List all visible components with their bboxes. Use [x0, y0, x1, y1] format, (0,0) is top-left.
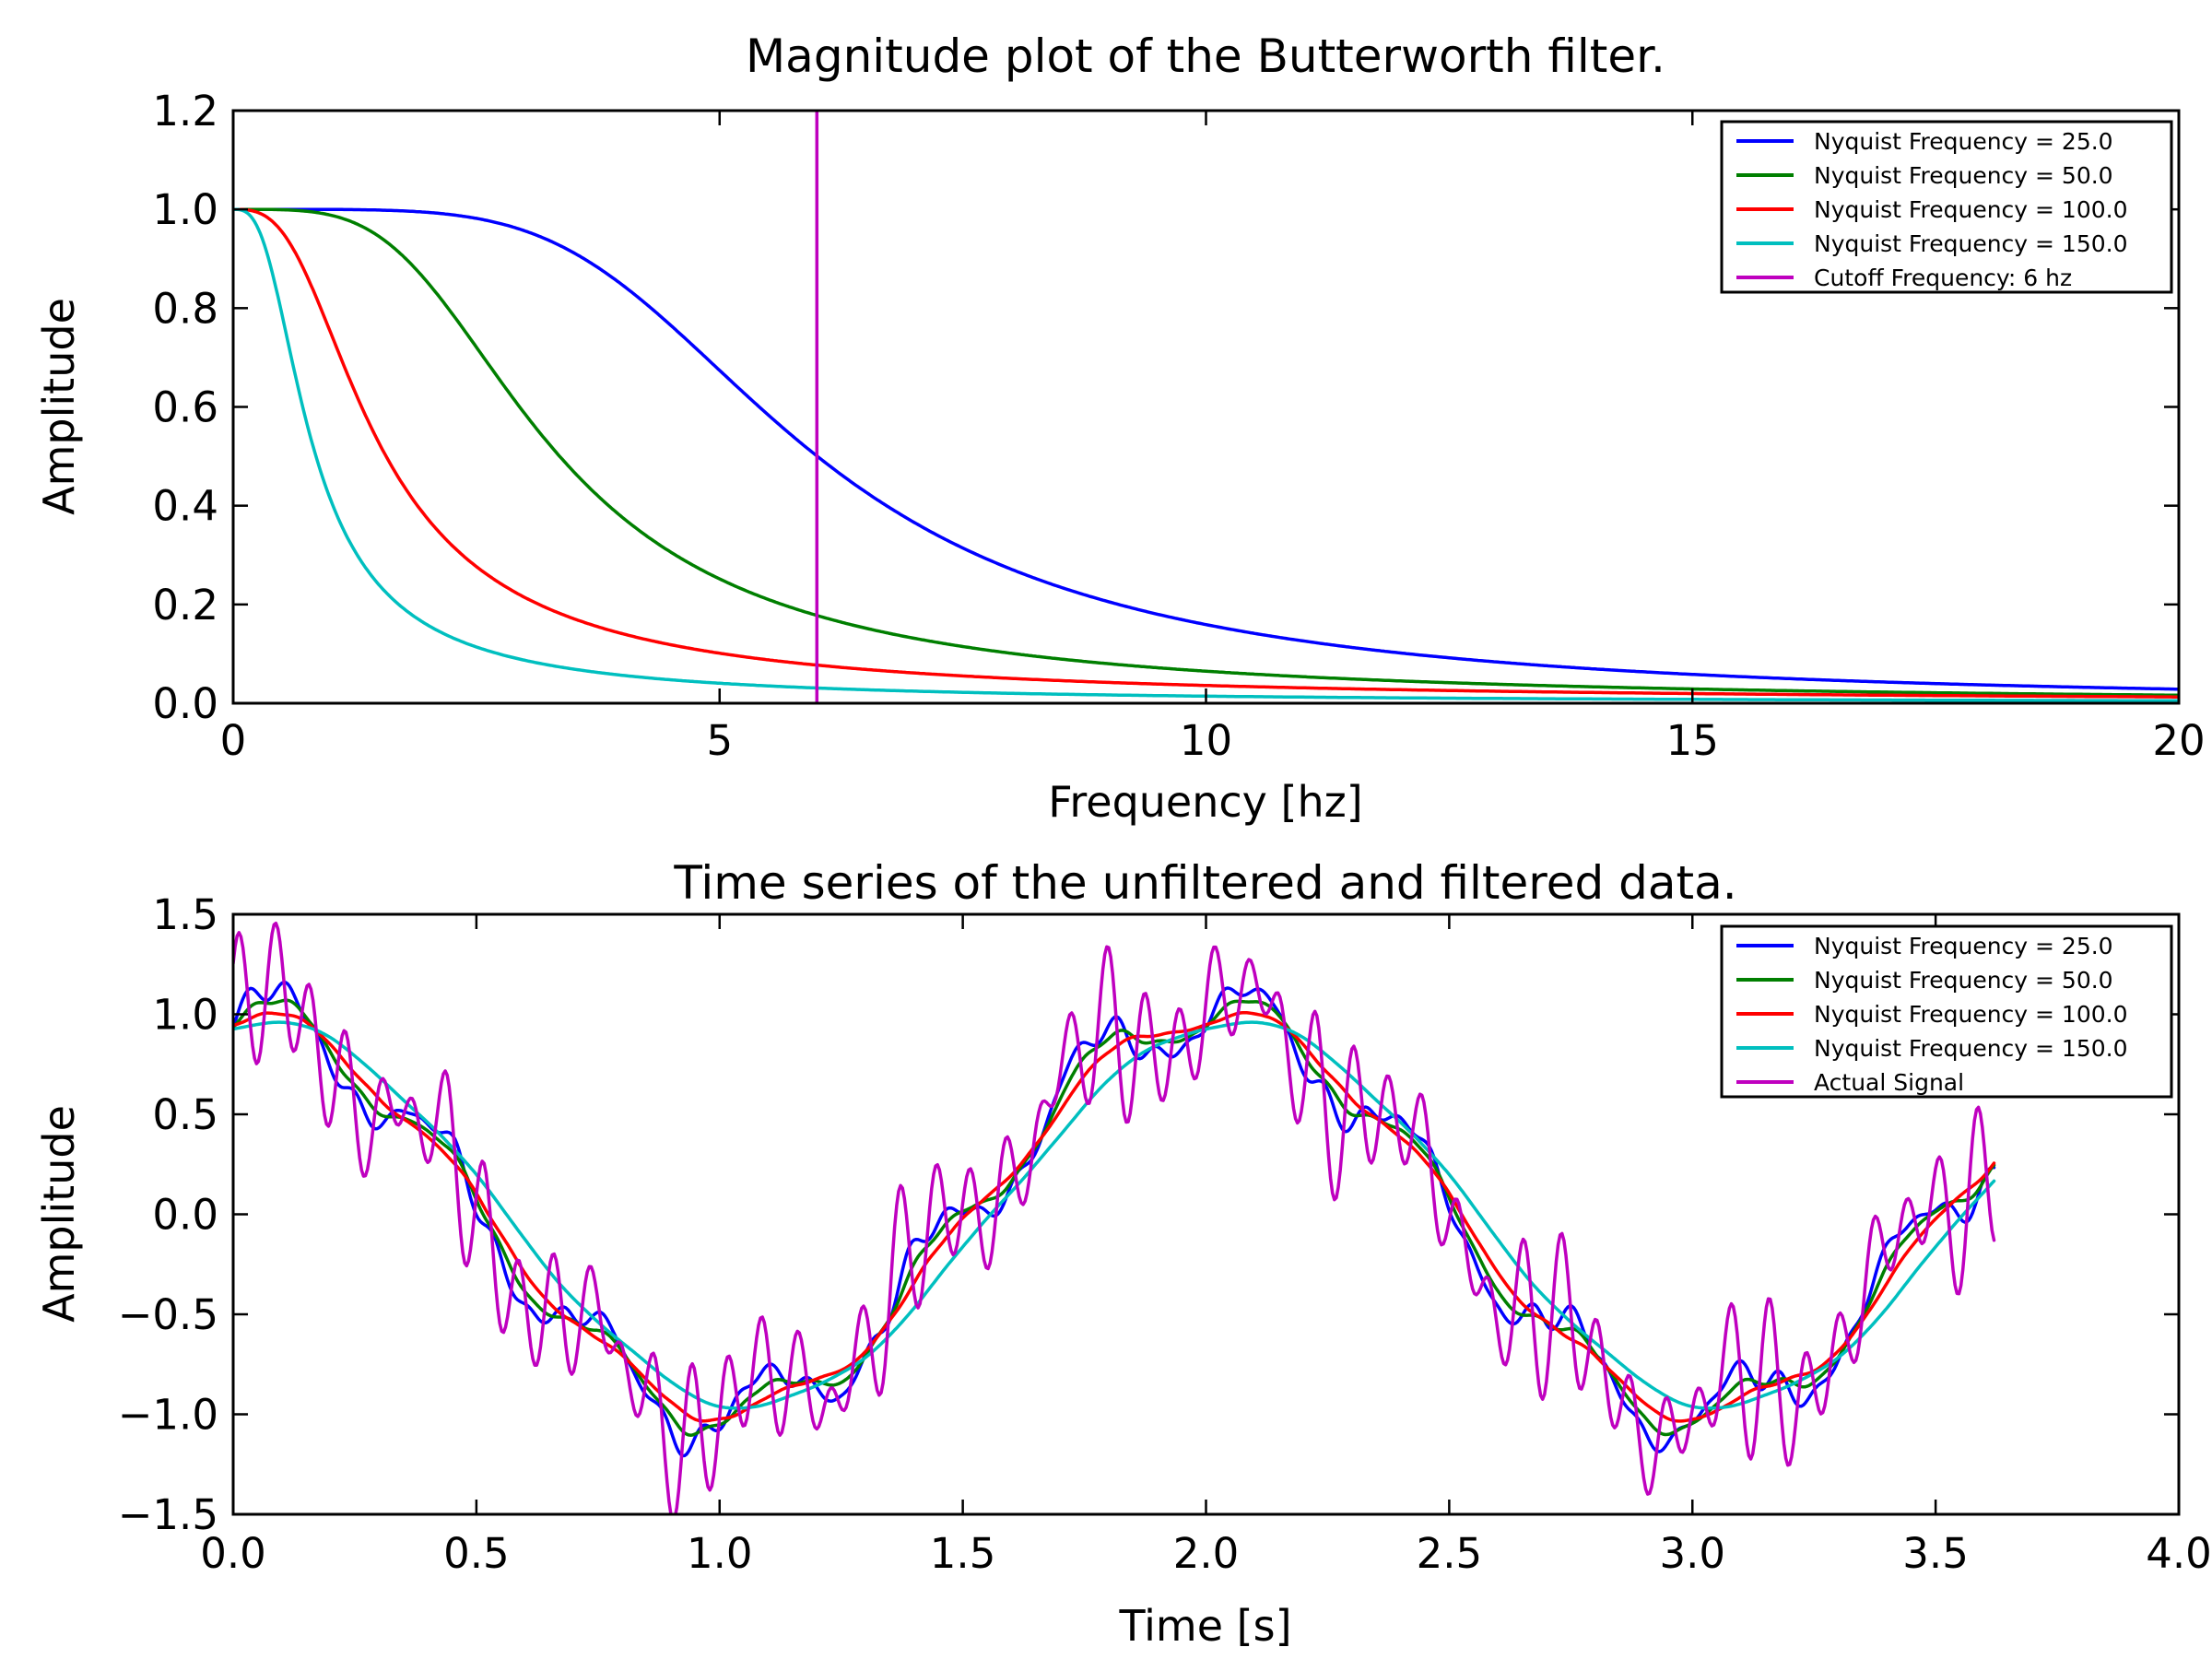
magnitude-plot-ylabel: Amplitude	[34, 298, 84, 515]
tick-labels: 0.0 0.5 1.0 1.5 2.0 2.5 3.0 3.5 4.01.51.00.50.0−…	[118, 890, 2212, 1578]
time-series-plot-legend: Nyquist Frequency = 25.0 Nyquist Frequenc…	[1720, 924, 2173, 1099]
y-tick-label: −0.5	[118, 1290, 218, 1339]
x-tick-label: 0.5	[443, 1529, 510, 1578]
x-tick-label: 20	[2152, 716, 2205, 765]
x-tick-label: 0.0	[200, 1529, 266, 1578]
x-tick-label: 2.5	[1417, 1529, 1483, 1578]
x-tick-label: 3.5	[1902, 1529, 1969, 1578]
x-tick-label: 0	[220, 716, 247, 765]
magnitude-plot-legend: Nyquist Frequency = 25.0 Nyquist Frequenc…	[1720, 120, 2173, 294]
x-tick-label: 3.0	[1660, 1529, 1726, 1578]
series-line-red	[233, 1011, 1996, 1423]
magnitude-plot-xlabel: Frequency [hz]	[1048, 777, 1362, 827]
y-tick-label: 1.2	[152, 87, 218, 135]
series-line-magenta	[233, 921, 1996, 1514]
y-tick-label: 0.5	[152, 1090, 218, 1139]
series-line-cyan	[233, 1020, 1996, 1410]
y-tick-label: 0.6	[152, 383, 218, 432]
y-tick-label: 0.2	[152, 581, 218, 629]
series-line-green	[233, 207, 2179, 698]
y-tick-label: −1.5	[118, 1490, 218, 1539]
legend-label: Actual Signal	[1814, 1069, 1964, 1096]
tick-labels: 0 5 10 15 20 0.0 0.2 0.4 0.6 0.8 1.0 1.2	[152, 87, 2205, 765]
legend-label: Nyquist Frequency = 25.0	[1814, 128, 2113, 155]
series-line-blue	[233, 207, 2179, 691]
legend-label: Nyquist Frequency = 150.0	[1814, 230, 2128, 257]
x-tick-label: 15	[1666, 716, 1719, 765]
legend-label: Nyquist Frequency = 50.0	[1814, 967, 2113, 994]
y-tick-label: 0.0	[152, 1191, 218, 1240]
x-tick-label: 4.0	[2146, 1529, 2212, 1578]
legend-label: Nyquist Frequency = 100.0	[1814, 196, 2128, 223]
x-tick-label: 2.0	[1173, 1529, 1240, 1578]
y-tick-label: 0.8	[152, 284, 218, 333]
legend-label: Nyquist Frequency = 50.0	[1814, 162, 2113, 189]
magnitude-plot-series-group	[233, 111, 2179, 703]
y-tick-label: 1.0	[152, 991, 218, 1040]
x-tick-label: 1.0	[687, 1529, 753, 1578]
time-series-plot-layer: 0.0 0.5 1.0 1.5 2.0 2.5 3.0 3.5 4.01.51.00.50.0−…	[118, 890, 2212, 1578]
legend-box	[1720, 924, 2173, 1099]
legend-label: Cutoff Frequency: 6 hz	[1814, 265, 2072, 291]
y-tick-label: 1.5	[152, 890, 218, 939]
time-series-plot-series-group	[233, 921, 1996, 1514]
series-line-red	[233, 207, 2179, 699]
tick-marks	[231, 109, 2181, 705]
y-tick-label: −1.0	[118, 1391, 218, 1440]
y-tick-label: 1.0	[152, 185, 218, 234]
x-tick-label: 5	[706, 716, 733, 765]
magnitude-plot-title: Magnitude plot of the Butterworth filter…	[746, 29, 1665, 83]
y-tick-label: 0.4	[152, 482, 218, 531]
magnitude-plot-layer: 0 5 10 15 20 0.0 0.2 0.4 0.6 0.8 1.0 1.2 Nyquist Fre…	[152, 87, 2205, 765]
time-series-plot-xlabel: Time [s]	[1118, 1601, 1291, 1651]
legend-label: Nyquist Frequency = 25.0	[1814, 933, 2113, 959]
x-tick-label: 10	[1180, 716, 1232, 765]
legend-box	[1720, 120, 2173, 294]
time-series-plot-ylabel: Amplitude	[34, 1105, 84, 1323]
x-tick-label: 1.5	[930, 1529, 996, 1578]
legend-label: Nyquist Frequency = 150.0	[1814, 1035, 2128, 1062]
tick-marks	[231, 912, 2181, 1516]
legend-label: Nyquist Frequency = 100.0	[1814, 1001, 2128, 1028]
time-series-plot-title: Time series of the unfiltered and filter…	[673, 856, 1736, 910]
y-tick-label: 0.0	[152, 679, 218, 728]
